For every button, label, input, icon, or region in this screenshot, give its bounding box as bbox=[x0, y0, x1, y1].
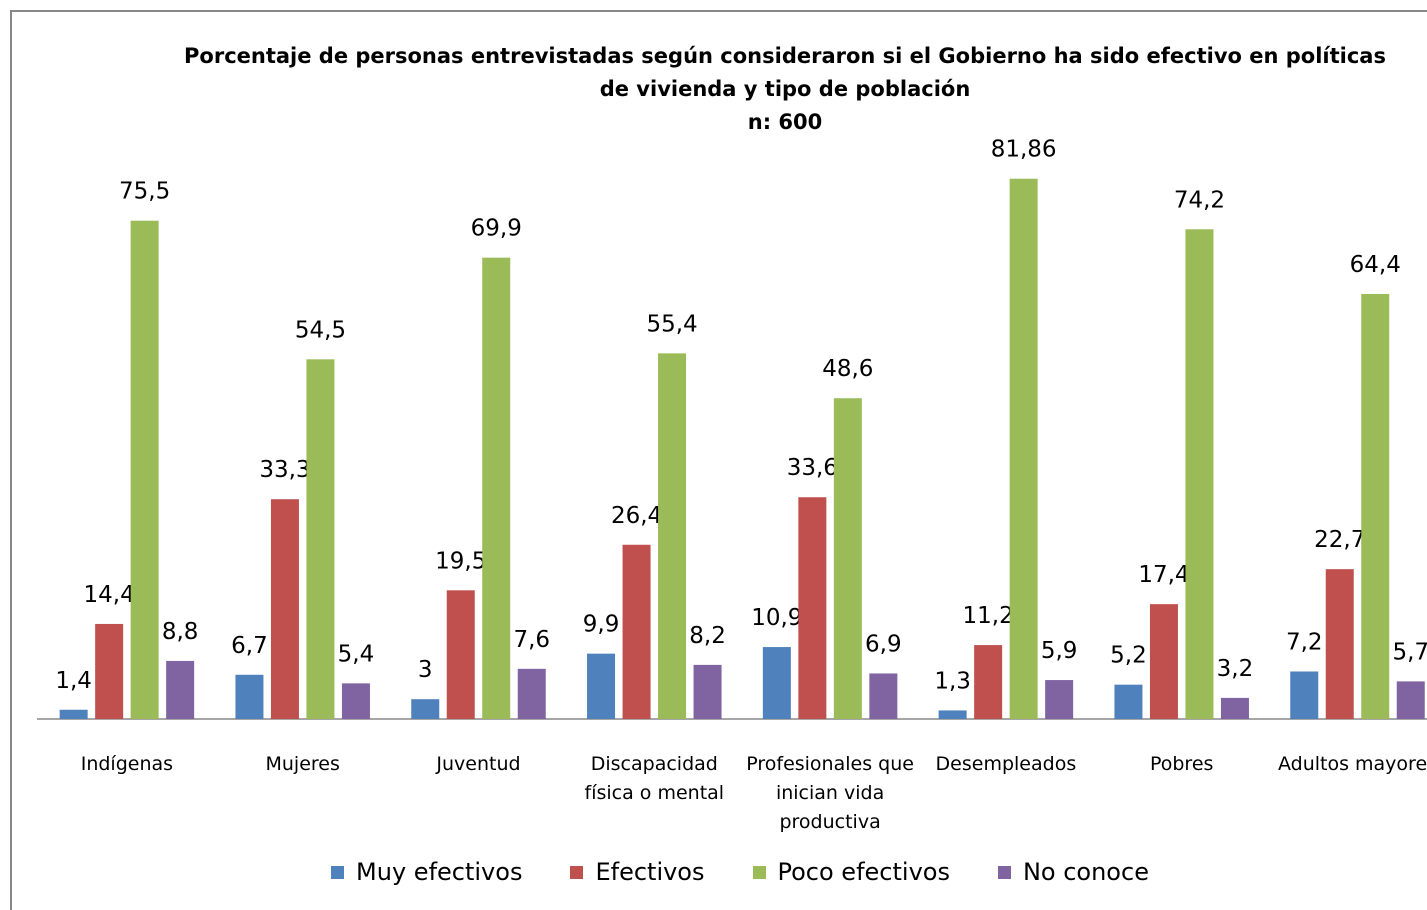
data-label: 55,4 bbox=[646, 311, 697, 337]
legend-item: No conoce bbox=[997, 858, 1149, 886]
data-label: 48,6 bbox=[822, 356, 873, 382]
bar bbox=[341, 683, 370, 719]
x-tick-label: Pobres bbox=[1149, 753, 1214, 775]
data-label: 10,9 bbox=[751, 605, 802, 631]
bar bbox=[1185, 229, 1214, 719]
data-label: 74,2 bbox=[1174, 187, 1225, 213]
data-label: 17,4 bbox=[1138, 562, 1189, 588]
legend-swatch bbox=[570, 865, 584, 879]
legend-swatch bbox=[997, 865, 1011, 879]
x-tick-label: Indígenas bbox=[80, 753, 174, 775]
bar bbox=[1149, 604, 1178, 719]
data-label: 22,7 bbox=[1314, 527, 1365, 553]
legend: Muy efectivos Efectivos Poco efectivos No c… bbox=[0, 858, 1427, 886]
bar bbox=[1325, 569, 1354, 719]
bar bbox=[59, 709, 88, 719]
data-label: 1,3 bbox=[934, 668, 971, 694]
data-label: 5,7 bbox=[1392, 639, 1427, 665]
bar bbox=[658, 353, 687, 719]
data-label: 6,7 bbox=[231, 633, 268, 659]
bar bbox=[482, 257, 511, 719]
legend-swatch bbox=[752, 865, 766, 879]
bar bbox=[938, 710, 967, 719]
x-tick-label: Juventud bbox=[436, 753, 521, 775]
x-tick-label: Profesionales que inician vida productiv… bbox=[746, 753, 914, 833]
data-label: 33,6 bbox=[787, 455, 838, 481]
x-tick-label: Desempleados bbox=[935, 753, 1077, 775]
data-label: 3 bbox=[418, 657, 433, 683]
x-tick-label: Adultos mayores bbox=[1277, 753, 1427, 775]
bar bbox=[693, 664, 722, 719]
data-label: 3,2 bbox=[1217, 656, 1254, 682]
data-label: 11,2 bbox=[963, 603, 1014, 629]
legend-swatch bbox=[331, 865, 345, 879]
bar bbox=[130, 220, 159, 719]
bar bbox=[446, 590, 475, 719]
bar bbox=[1220, 697, 1249, 719]
data-label: 64,4 bbox=[1350, 252, 1401, 278]
legend-label: Muy efectivos bbox=[356, 858, 523, 886]
bar bbox=[1114, 684, 1143, 719]
legend-item: Poco efectivos bbox=[752, 858, 950, 886]
legend-label: No conoce bbox=[1022, 858, 1149, 886]
bar bbox=[869, 673, 898, 719]
data-label: 54,5 bbox=[295, 317, 346, 343]
chart-frame bbox=[10, 10, 1427, 910]
bar bbox=[270, 499, 299, 719]
data-label: 75,5 bbox=[119, 179, 170, 205]
bar bbox=[517, 668, 546, 719]
data-label: 8,2 bbox=[689, 623, 726, 649]
data-label: 5,9 bbox=[1041, 638, 1078, 664]
data-label: 33,3 bbox=[259, 457, 310, 483]
data-label: 81,86 bbox=[991, 137, 1057, 163]
data-label: 26,4 bbox=[611, 503, 662, 529]
bar bbox=[974, 645, 1003, 719]
bar bbox=[235, 674, 264, 719]
bar bbox=[622, 544, 651, 719]
bar bbox=[833, 398, 862, 719]
chart-title: Porcentaje de personas entrevistadas seg… bbox=[184, 44, 1386, 101]
bar bbox=[1290, 671, 1319, 719]
data-label: 19,5 bbox=[435, 548, 486, 574]
bar bbox=[95, 623, 124, 719]
bar bbox=[1361, 293, 1390, 719]
bar bbox=[166, 660, 195, 719]
bar bbox=[411, 699, 440, 719]
data-label: 69,9 bbox=[471, 216, 522, 242]
data-label: 7,6 bbox=[513, 627, 550, 653]
data-label: 5,2 bbox=[1110, 643, 1147, 669]
legend-item: Muy efectivos bbox=[331, 858, 522, 886]
bar bbox=[1045, 680, 1074, 719]
bar bbox=[762, 647, 791, 719]
legend-label: Poco efectivos bbox=[777, 858, 950, 886]
x-tick-label: Mujeres bbox=[265, 753, 340, 775]
data-label: 6,9 bbox=[865, 631, 902, 657]
legend-item: Efectivos bbox=[570, 858, 705, 886]
data-label: 9,9 bbox=[583, 612, 620, 638]
chart-subtitle: n: 600 bbox=[747, 110, 823, 134]
bar bbox=[587, 653, 616, 719]
x-tick-label: Discapacidad física o mental bbox=[584, 753, 725, 804]
data-label: 1,4 bbox=[55, 668, 92, 694]
legend-label: Efectivos bbox=[595, 858, 705, 886]
bar bbox=[798, 497, 827, 719]
bar bbox=[306, 359, 335, 719]
bar bbox=[1009, 178, 1038, 719]
data-label: 8,8 bbox=[162, 619, 199, 645]
data-label: 14,4 bbox=[84, 582, 135, 608]
data-label: 7,2 bbox=[1286, 629, 1323, 655]
bar bbox=[1396, 681, 1425, 719]
data-label: 5,4 bbox=[338, 641, 375, 667]
